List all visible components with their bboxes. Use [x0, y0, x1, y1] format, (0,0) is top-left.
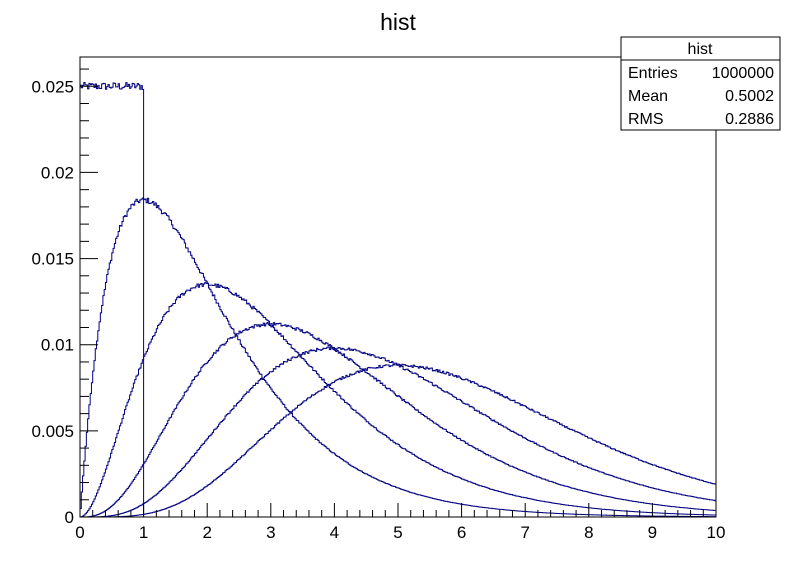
x-tick-label: 10 [707, 523, 726, 542]
stats-value-entries: 1000000 [712, 65, 774, 82]
histogram-series-4 [80, 346, 716, 518]
x-tick-label: 3 [266, 523, 275, 542]
stats-value-rms: 0.2886 [725, 111, 774, 128]
y-tick-label: 0.01 [41, 336, 74, 355]
stats-label-mean: Mean [628, 88, 668, 105]
y-tick-label: 0 [65, 508, 74, 527]
x-tick-label: 7 [520, 523, 529, 542]
y-tick-label: 0.015 [31, 250, 74, 269]
stats-value-mean: 0.5002 [725, 88, 774, 105]
stats-box: hist Entries 1000000 Mean 0.5002 RMS 0.2… [620, 36, 781, 131]
histogram-series-1 [80, 197, 716, 518]
x-tick-label: 8 [584, 523, 593, 542]
histogram-series-3 [80, 321, 716, 518]
series-group [80, 81, 716, 518]
histogram-series-5 [80, 363, 716, 518]
x-tick-label: 9 [648, 523, 657, 542]
x-tick-label: 6 [457, 523, 466, 542]
y-tick-label: 0.02 [41, 163, 74, 182]
stats-label-rms: RMS [628, 111, 664, 128]
x-tick-label: 5 [393, 523, 402, 542]
x-axis-ticks: 0 1 2 3 4 5 6 7 8 9 10 [75, 503, 725, 542]
stats-box-title: hist [688, 41, 713, 58]
stats-label-entries: Entries [628, 65, 678, 82]
chart-title: hist [380, 9, 416, 35]
stats-box-frame [620, 36, 781, 131]
y-axis-ticks: 0 0.005 0.01 0.015 0.02 0.025 [31, 68, 98, 527]
y-tick-label: 0.005 [31, 422, 74, 441]
x-tick-label: 1 [139, 523, 148, 542]
histogram-series-2 [80, 282, 716, 518]
x-tick-label: 2 [202, 523, 211, 542]
x-tick-label: 4 [330, 523, 339, 542]
x-tick-label: 0 [75, 523, 84, 542]
y-tick-label: 0.025 [31, 77, 74, 96]
